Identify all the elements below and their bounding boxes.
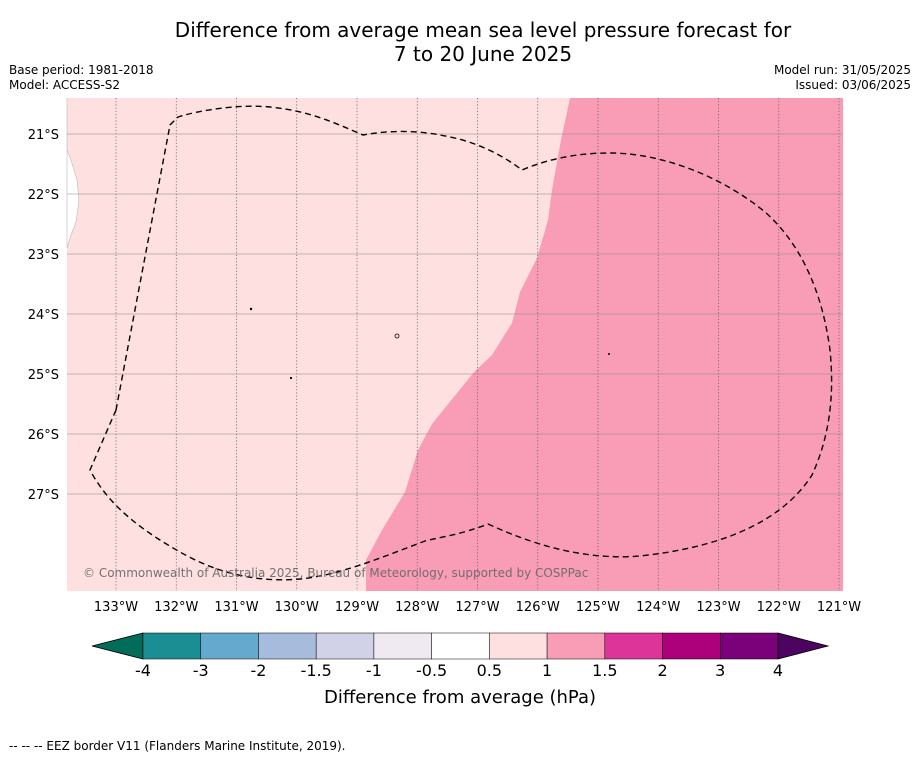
colorbar-tick-label: 4 bbox=[773, 661, 783, 680]
high-anomaly-region bbox=[366, 98, 843, 591]
colorbar-segment bbox=[200, 632, 259, 660]
longitude-label: 128°W bbox=[395, 600, 439, 615]
colorbar-extend-high bbox=[777, 632, 830, 660]
longitude-label: 124°W bbox=[636, 600, 680, 615]
longitude-label: 127°W bbox=[455, 600, 499, 615]
colorbar-segment bbox=[258, 632, 317, 660]
island-mark bbox=[394, 333, 400, 339]
colorbar-segment bbox=[720, 632, 779, 660]
colorbar-tick-label: -4 bbox=[135, 661, 151, 680]
island-mark bbox=[289, 376, 293, 380]
model-name: Model: ACCESS-S2 bbox=[9, 78, 121, 92]
colorbar-segment bbox=[604, 632, 663, 660]
latitude-label: 27°S bbox=[28, 488, 59, 503]
longitude-label: 130°W bbox=[275, 600, 319, 615]
latitude-labels: 21°S 22°S 23°S 24°S 25°S 26°S 27°S bbox=[28, 128, 59, 503]
latitude-label: 22°S bbox=[28, 188, 59, 203]
colorbar-segment bbox=[373, 632, 432, 660]
footer-note: -- -- -- EEZ border V11 (Flanders Marine… bbox=[9, 739, 346, 753]
meta-left: Base period: 1981-2018 Model: ACCESS-S2 bbox=[9, 63, 154, 93]
island-mark bbox=[249, 307, 253, 311]
latitude-label: 23°S bbox=[28, 248, 59, 263]
gridlines bbox=[67, 98, 843, 591]
meta-right: Model run: 31/05/2025 Issued: 03/06/2025 bbox=[774, 63, 911, 93]
longitude-label: 131°W bbox=[214, 600, 258, 615]
latitude-label: 26°S bbox=[28, 428, 59, 443]
colorbar-tick-label: 1.5 bbox=[592, 661, 617, 680]
latitude-label: 21°S bbox=[28, 128, 59, 143]
colorbar-tick-label: 1 bbox=[542, 661, 552, 680]
longitude-labels: 133°W 132°W 131°W 130°W 129°W 128°W 127°W 126°W… bbox=[94, 600, 861, 615]
eez-border bbox=[89, 105, 833, 581]
longitude-label: 126°W bbox=[516, 600, 560, 615]
chart-title: Difference from average mean sea level p… bbox=[0, 18, 919, 66]
copyright-text: © Commonwealth of Australia 2025, Bureau… bbox=[83, 566, 588, 580]
colorbar-segment bbox=[662, 632, 721, 660]
issued-date: Issued: 03/06/2025 bbox=[795, 78, 911, 92]
colorbar-tick-label: 3 bbox=[715, 661, 725, 680]
colorbar-tick-label: 0.5 bbox=[477, 661, 502, 680]
longitude-label: 123°W bbox=[696, 600, 740, 615]
colorbar-segment bbox=[431, 632, 490, 660]
colorbar-extend-low bbox=[91, 632, 144, 660]
longitude-label: 121°W bbox=[817, 600, 861, 615]
coastline bbox=[66, 98, 80, 249]
latitude-label: 25°S bbox=[28, 368, 59, 383]
island-mark bbox=[608, 353, 610, 355]
base-period: Base period: 1981-2018 bbox=[9, 63, 154, 77]
colorbar-tick-label: -1.5 bbox=[301, 661, 332, 680]
colorbar-tick-label: -2 bbox=[250, 661, 266, 680]
title-line-2: 7 to 20 June 2025 bbox=[393, 42, 573, 66]
longitude-label: 132°W bbox=[154, 600, 198, 615]
longitude-label: 129°W bbox=[335, 600, 379, 615]
colorbar-segment bbox=[489, 632, 548, 660]
colorbar-tick-label: -1 bbox=[366, 661, 382, 680]
colorbar-tick-label: -0.5 bbox=[416, 661, 447, 680]
title-line-1: Difference from average mean sea level p… bbox=[174, 18, 792, 42]
colorbar: -4 -3 -2 -1.5 -1 -0.5 0.5 1 1.5 2 3 4 bbox=[91, 632, 830, 680]
colorbar-tick-label: -3 bbox=[193, 661, 209, 680]
latitude-label: 24°S bbox=[28, 308, 59, 323]
colorbar-segment bbox=[142, 632, 201, 660]
longitude-label: 122°W bbox=[757, 600, 801, 615]
colorbar-tick-label: 2 bbox=[657, 661, 667, 680]
longitude-label: 125°W bbox=[576, 600, 620, 615]
colorbar-label: Difference from average (hPa) bbox=[324, 687, 596, 708]
colorbar-segment bbox=[315, 632, 375, 660]
longitude-label: 133°W bbox=[94, 600, 138, 615]
model-run: Model run: 31/05/2025 bbox=[773, 63, 911, 77]
colorbar-segment bbox=[546, 632, 606, 660]
